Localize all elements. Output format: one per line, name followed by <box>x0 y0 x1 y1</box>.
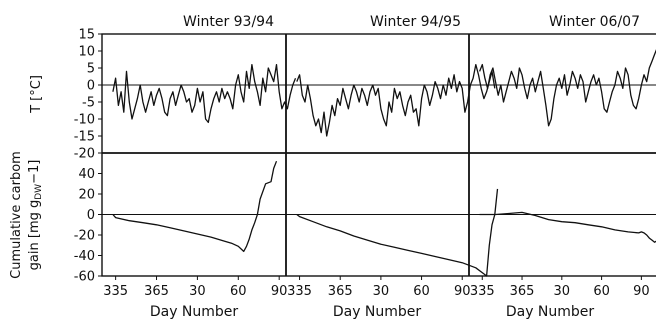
temperature-series-line <box>478 49 656 127</box>
y-tick-label-carbon: -60 <box>74 270 95 285</box>
y-tick-label-carbon: 20 <box>78 188 95 203</box>
x-tick-label: 90 <box>454 284 471 299</box>
y-tick-label-carbon: 40 <box>78 167 95 182</box>
x-axis-label-1: Day Number <box>150 304 239 320</box>
y-axis-label-temperature: T [°C] <box>29 75 44 114</box>
panels: 335365306090335365306090335365306090120 <box>102 49 656 299</box>
panel-3: 335365306090120 <box>469 49 656 299</box>
x-axis-label-2: Day Number <box>333 304 422 320</box>
x-tick-label: 365 <box>144 284 169 299</box>
x-tick-label: 60 <box>230 284 247 299</box>
panel-title-3: Winter 06/07 <box>549 14 640 30</box>
y-tick-label-temp: -5 <box>82 96 95 111</box>
plot-frame <box>101 33 656 277</box>
x-tick-label: 60 <box>593 284 610 299</box>
y-tick-label-temp: 15 <box>78 28 95 43</box>
x-tick-label: 365 <box>328 284 353 299</box>
carbon-gain-series-line <box>112 160 278 253</box>
panel-title-1: Winter 93/94 <box>183 14 274 30</box>
x-tick-label: 335 <box>103 284 128 299</box>
panel-2: 335 365 30 60 90 <box>286 63 499 299</box>
x-axis-label-3: Day Number <box>506 304 595 320</box>
y-tick-label-carbon: -20 <box>74 229 95 244</box>
y-axis-label-carbon-line2: gain [mg gDW−1] <box>27 160 44 271</box>
x-tick-label: 335 <box>287 284 312 299</box>
panel-1: 335 365 30 60 90 <box>102 63 297 299</box>
x-tick-label: 365 <box>510 284 535 299</box>
y-tick-label-carbon: -40 <box>74 249 95 264</box>
y-axis-label-carbon-line1: Cumulative carbom <box>9 151 24 279</box>
y-label-carbon-post: −1] <box>27 160 42 184</box>
y-tick-label-carbon: 0 <box>87 208 95 223</box>
x-tick-label: 60 <box>413 284 430 299</box>
x-tick-label: 90 <box>633 284 650 299</box>
panel-titles: Winter 93/94 Winter 94/95 Winter 06/07 <box>183 14 640 30</box>
temperature-series-line <box>296 63 496 137</box>
y-tick-label-temp: -20 <box>74 147 95 162</box>
y-tick-label-temp: -10 <box>74 113 95 128</box>
x-tick-label: 30 <box>373 284 390 299</box>
y-label-carbon-pre: gain [mg g <box>27 200 42 271</box>
x-tick-label: 30 <box>554 284 571 299</box>
temperature-series-line <box>112 63 297 124</box>
y-label-carbon-sub: DW <box>34 184 44 200</box>
x-tick-label: 30 <box>189 284 206 299</box>
carbon-gain-series-line <box>479 211 656 243</box>
y-tick-label-temp: -15 <box>74 130 95 145</box>
x-tick-label: 335 <box>470 284 495 299</box>
y-tick-label-temp: 5 <box>87 62 95 77</box>
y-ticks-carbon: 40 20 0 -20 -40 -60 <box>74 167 102 285</box>
x-tick-label: 90 <box>271 284 288 299</box>
y-tick-label-temp: 10 <box>78 45 95 60</box>
x-axis-labels: Day Number Day Number Day Number <box>150 304 595 320</box>
y-tick-label-temp: 0 <box>87 79 95 94</box>
y-ticks-temperature: 15 10 5 0 -5 -10 -15 -20 <box>74 28 102 162</box>
panel-title-2: Winter 94/95 <box>370 14 461 30</box>
carbon-gain-series-line <box>296 188 499 277</box>
